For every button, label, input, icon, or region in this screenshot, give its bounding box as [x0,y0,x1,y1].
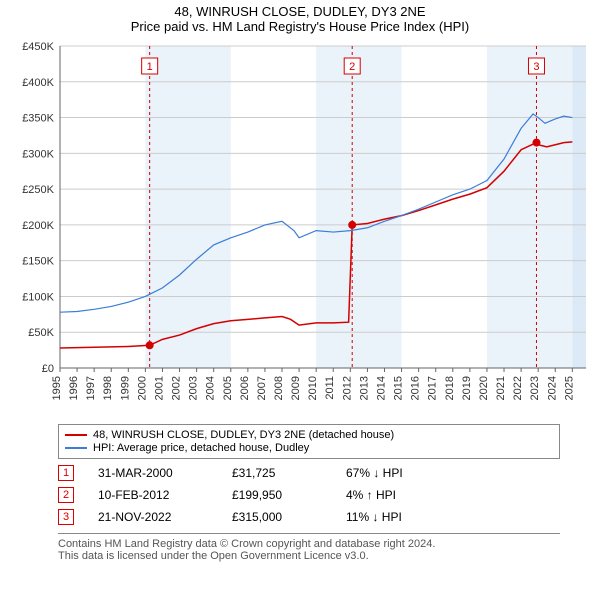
legend-swatch [65,447,87,449]
event-dot [348,221,356,229]
y-tick-label: £200K [22,220,54,232]
legend-swatch [65,434,87,436]
x-tick-label: 2008 [273,376,285,400]
x-tick-label: 2001 [153,376,165,400]
event-badge-num: 1 [147,61,153,73]
legend: 48, WINRUSH CLOSE, DUDLEY, DY3 2NE (deta… [58,424,560,459]
x-tick-label: 2022 [512,376,524,400]
event-price: £31,725 [232,466,322,480]
y-tick-label: £250K [22,184,54,196]
event-dot [146,341,154,349]
event-dot [532,139,540,147]
y-tick-label: £450K [22,41,54,53]
event-date: 31-MAR-2000 [98,466,208,480]
x-tick-label: 1997 [85,376,97,400]
chart-title: 48, WINRUSH CLOSE, DUDLEY, DY3 2NE [0,4,600,19]
x-tick-label: 2014 [375,376,387,400]
x-tick-label: 1995 [51,376,63,400]
x-tick-label: 2012 [341,376,353,400]
event-number: 2 [58,487,74,503]
x-tick-label: 2006 [239,376,251,400]
x-tick-label: 2017 [427,376,439,400]
event-badge-num: 2 [349,61,355,73]
event-table: 1 31-MAR-2000 £31,725 67% ↓ HPI 2 10-FEB-2012… [58,465,560,525]
chart-subtitle: Price paid vs. HM Land Registry's House … [0,19,600,34]
x-tick-label: 2009 [290,376,302,400]
event-badge-num: 3 [533,61,539,73]
footer-line-2: This data is licensed under the Open Gov… [58,550,560,562]
x-tick-label: 2023 [529,376,541,400]
x-tick-label: 2000 [136,376,148,400]
event-date: 21-NOV-2022 [98,510,208,524]
chart-container: £0 £50K £100K £150K £200K £250K £300K £350K £400… [2,40,598,420]
event-price: £315,000 [232,510,322,524]
x-tick-label: 2016 [410,376,422,400]
event-diff: 67% ↓ HPI [346,466,436,480]
y-tick-label: £400K [22,77,54,89]
y-tick-label: £0 [42,363,54,375]
x-tick-label: 2018 [444,376,456,400]
x-tick-label: 2024 [546,376,558,400]
y-tick-label: £50K [28,327,54,339]
x-tick-label: 2013 [358,376,370,400]
x-tick-label: 2002 [171,376,183,400]
y-tick-label: £300K [22,148,54,160]
price-chart: £0 £50K £100K £150K £200K £250K £300K £350K £400… [2,40,598,420]
event-row: 2 10-FEB-2012 £199,950 4% ↑ HPI [58,487,560,503]
x-tick-label: 2015 [393,376,405,400]
legend-label: HPI: Average price, detached house, Dudl… [93,442,309,454]
event-diff: 4% ↑ HPI [346,488,436,502]
x-tick-label: 2005 [222,376,234,400]
y-tick-label: £150K [22,256,54,268]
legend-row: 48, WINRUSH CLOSE, DUDLEY, DY3 2NE (deta… [65,429,553,441]
x-tick-label: 1996 [68,376,80,400]
x-tick-label: 2010 [307,376,319,400]
legend-row: HPI: Average price, detached house, Dudl… [65,442,553,454]
x-tick-label: 2004 [205,376,217,400]
x-tick-label: 2007 [256,376,268,400]
x-tick-label: 2021 [495,376,507,400]
event-row: 3 21-NOV-2022 £315,000 11% ↓ HPI [58,509,560,525]
y-tick-label: £100K [22,291,54,303]
x-tick-label: 2025 [563,376,575,400]
event-number: 1 [58,465,74,481]
x-tick-label: 1998 [102,376,114,400]
event-number: 3 [58,509,74,525]
shaded-bands [145,46,586,368]
event-diff: 11% ↓ HPI [346,510,436,524]
event-date: 10-FEB-2012 [98,488,208,502]
x-tick-label: 2011 [324,376,336,400]
event-price: £199,950 [232,488,322,502]
x-tick-label: 2019 [461,376,473,400]
x-tick-label: 2020 [478,376,490,400]
x-tick-label: 1999 [119,376,131,400]
footer: Contains HM Land Registry data © Crown c… [58,533,560,562]
y-tick-label: £350K [22,113,54,125]
x-tick-label: 2003 [188,376,200,400]
event-row: 1 31-MAR-2000 £31,725 67% ↓ HPI [58,465,560,481]
footer-line-1: Contains HM Land Registry data © Crown c… [58,538,560,550]
legend-label: 48, WINRUSH CLOSE, DUDLEY, DY3 2NE (deta… [93,429,394,441]
